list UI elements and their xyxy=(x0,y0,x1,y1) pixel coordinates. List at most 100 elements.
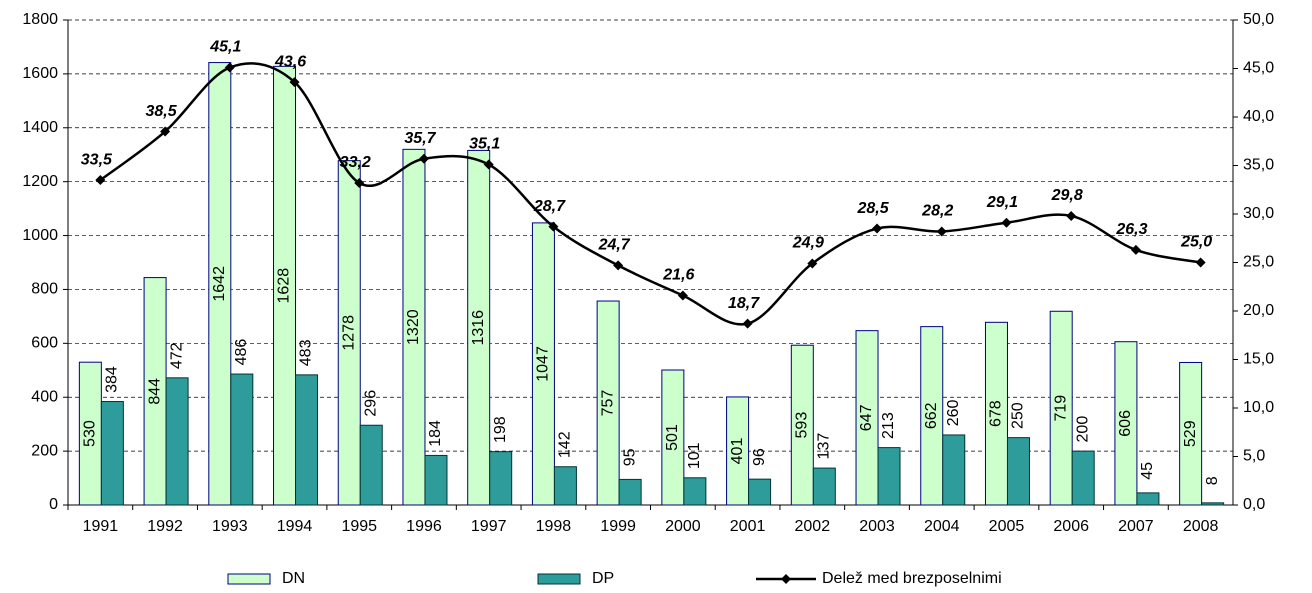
x-tick-label: 2001 xyxy=(730,518,766,535)
bar xyxy=(790,344,814,506)
y-tick-label: 1600 xyxy=(22,65,58,82)
line-value-label: 43,6 xyxy=(274,53,306,70)
y2-tick-label: 20,0 xyxy=(1243,302,1274,319)
bar xyxy=(920,326,944,506)
bar-value-label: 45 xyxy=(1139,462,1156,480)
bar xyxy=(1136,492,1160,506)
line-marker xyxy=(548,221,559,232)
bar-value-label: 296 xyxy=(362,390,379,417)
line-marker xyxy=(807,258,818,269)
bar-value-label: 472 xyxy=(168,342,185,369)
bar-value-label: 1320 xyxy=(405,309,422,345)
bar-value-label: 486 xyxy=(233,339,250,366)
legend-swatch xyxy=(227,573,271,585)
x-tick-label: 1998 xyxy=(536,518,572,535)
x-tick-label: 1993 xyxy=(212,518,248,535)
bar-value-label: 844 xyxy=(146,378,163,405)
bar-value-label: 1628 xyxy=(276,268,293,304)
bar-value-label: 593 xyxy=(794,412,811,439)
bar xyxy=(489,451,513,506)
x-tick-label: 1997 xyxy=(471,518,507,535)
bar-value-label: 1047 xyxy=(535,346,552,382)
line-value-label: 18,7 xyxy=(728,295,760,312)
bar xyxy=(1179,361,1203,506)
bar xyxy=(402,148,426,506)
bar-value-label: 606 xyxy=(1117,410,1134,437)
line-marker xyxy=(1130,244,1141,255)
bar xyxy=(812,467,836,506)
x-tick-label: 2007 xyxy=(1118,518,1154,535)
legend-label: DN xyxy=(282,570,305,587)
x-tick-label: 2003 xyxy=(859,518,895,535)
bar xyxy=(208,62,232,506)
line-marker xyxy=(613,260,624,271)
legend-marker xyxy=(781,574,791,584)
line-marker xyxy=(742,318,753,329)
bar xyxy=(273,65,297,506)
bar xyxy=(165,377,189,506)
line-value-label: 35,1 xyxy=(469,136,500,153)
bar-value-label: 8 xyxy=(1204,476,1221,485)
bar-value-label: 483 xyxy=(298,339,315,366)
line-value-label: 24,9 xyxy=(792,235,824,252)
bar-value-label: 213 xyxy=(880,412,897,439)
line-value-label: 21,6 xyxy=(662,267,694,284)
x-tick-label: 1999 xyxy=(600,518,636,535)
bar-value-label: 678 xyxy=(988,400,1005,427)
y2-tick-label: 5,0 xyxy=(1243,448,1265,465)
bar-value-label: 662 xyxy=(923,402,940,429)
line-marker xyxy=(677,290,688,301)
line-value-label: 38,5 xyxy=(146,103,178,120)
x-tick-label: 2005 xyxy=(989,518,1025,535)
line-marker xyxy=(483,159,494,170)
bar xyxy=(230,373,254,506)
y-tick-label: 600 xyxy=(31,335,58,352)
y2-tick-label: 50,0 xyxy=(1243,11,1274,28)
line-value-label: 45,1 xyxy=(209,39,241,56)
bar xyxy=(553,466,577,506)
bar-value-label: 142 xyxy=(557,431,574,458)
bar xyxy=(748,478,772,506)
bar xyxy=(726,396,750,506)
bar xyxy=(1071,450,1095,506)
y2-tick-label: 30,0 xyxy=(1243,205,1274,222)
line-marker xyxy=(224,62,235,73)
line-marker xyxy=(1066,210,1077,221)
line-value-label: 24,7 xyxy=(598,237,631,254)
bar xyxy=(467,149,491,506)
bar xyxy=(424,454,448,506)
bar-value-label: 96 xyxy=(751,448,768,466)
bar-value-label: 1316 xyxy=(470,310,487,346)
y-tick-label: 0 xyxy=(49,496,58,513)
x-tick-label: 1995 xyxy=(341,518,377,535)
bar xyxy=(1049,310,1073,506)
line-marker xyxy=(289,77,300,88)
line-value-label: 26,3 xyxy=(1115,221,1147,238)
y2-tick-label: 0,0 xyxy=(1243,496,1265,513)
bar xyxy=(1006,437,1030,506)
bar xyxy=(661,369,685,506)
y2-tick-label: 35,0 xyxy=(1243,157,1274,174)
y-tick-label: 1000 xyxy=(22,227,58,244)
bar xyxy=(359,424,383,506)
line-marker xyxy=(1001,217,1012,228)
bar xyxy=(1114,341,1138,506)
bar-value-label: 95 xyxy=(621,448,638,466)
line-marker xyxy=(936,226,947,237)
bar xyxy=(596,300,620,506)
x-tick-label: 2002 xyxy=(795,518,831,535)
line-marker xyxy=(872,223,883,234)
bar-value-label: 401 xyxy=(729,438,746,465)
line-value-label: 29,8 xyxy=(1051,187,1083,204)
bar xyxy=(531,222,555,506)
line-value-label: 33,5 xyxy=(81,151,113,168)
y2-tick-label: 40,0 xyxy=(1243,108,1274,125)
line-marker xyxy=(418,153,429,164)
y2-tick-label: 45,0 xyxy=(1243,60,1274,77)
bar xyxy=(100,401,124,506)
x-tick-label: 2004 xyxy=(924,518,960,535)
x-tick-label: 2006 xyxy=(1053,518,1089,535)
y-tick-label: 400 xyxy=(31,388,58,405)
bar-value-label: 647 xyxy=(858,404,875,431)
bar xyxy=(1201,502,1225,506)
